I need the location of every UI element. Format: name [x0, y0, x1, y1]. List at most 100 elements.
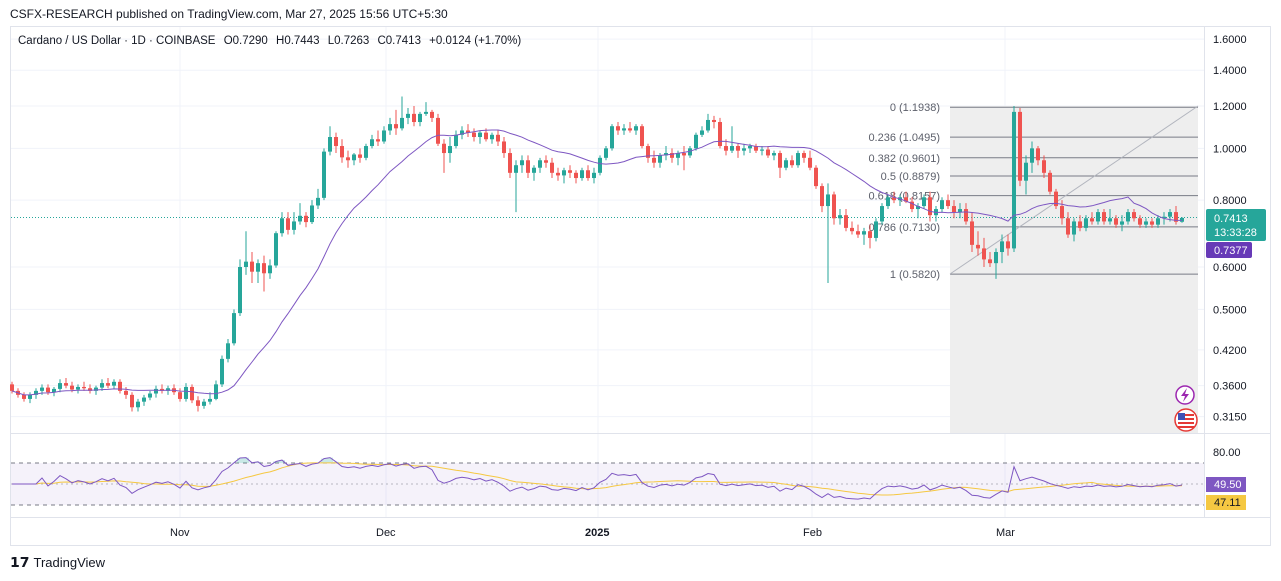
rsi-value-badge — [1206, 477, 1246, 492]
price-tick-label: 1.4000 — [1213, 65, 1247, 77]
candle-body — [310, 205, 314, 223]
candle-body — [496, 134, 500, 142]
candle-body — [610, 126, 614, 149]
candle-body — [358, 154, 362, 158]
chart-frame — [10, 26, 1271, 546]
candle-body — [520, 160, 524, 166]
symbol-info: Cardano / US Dollar · 1D · COINBASE O0.7… — [18, 35, 526, 47]
candle-body — [724, 146, 728, 151]
candle-body — [526, 160, 530, 173]
price-tick-label: 0.4200 — [1213, 345, 1247, 357]
candle-body — [82, 386, 86, 389]
candle-body — [244, 261, 248, 267]
candle-body — [490, 134, 494, 140]
candle-body — [550, 162, 554, 173]
price-axis[interactable]: 1.6000 1.4000 1.2000 1.0000 0.8000 0.6000 0.50… — [1213, 34, 1247, 423]
candle-body — [748, 146, 752, 149]
candle-body — [340, 146, 344, 158]
candle-body — [316, 197, 320, 206]
price-tick-label: 1.6000 — [1213, 34, 1247, 46]
candle-body — [232, 313, 236, 344]
candle-body — [682, 153, 686, 156]
us-flag-icon[interactable] — [1174, 408, 1198, 432]
candle-body — [892, 197, 896, 201]
fib-label: 0 (1.1938) — [890, 102, 940, 114]
candle-body — [1138, 218, 1142, 225]
candle-body — [448, 146, 452, 154]
candle-body — [844, 215, 848, 228]
candle-body — [124, 390, 128, 395]
candle-body — [70, 385, 74, 390]
candle-body — [1036, 148, 1040, 161]
candle-body — [652, 157, 656, 163]
candle-body — [1174, 212, 1178, 222]
candle-body — [802, 153, 806, 158]
candle-body — [394, 124, 398, 129]
last-price-label: 0.7413 — [1214, 213, 1248, 225]
candle-body — [718, 122, 722, 147]
candle-body — [502, 141, 506, 154]
candle-body — [154, 388, 158, 394]
x-label-dec: Dec — [376, 527, 396, 539]
candle-body — [292, 221, 296, 230]
candle-body — [334, 137, 338, 147]
candle-body — [1084, 218, 1088, 228]
candle-body — [430, 111, 434, 118]
candle-body — [88, 388, 92, 391]
candle-body — [784, 160, 788, 168]
ma-value-badge — [1206, 242, 1252, 258]
candle-body — [1012, 111, 1016, 249]
candle-body — [1060, 206, 1064, 219]
candle-body — [256, 263, 260, 272]
rsi-value-label: 49.50 — [1214, 479, 1242, 491]
candle-body — [790, 160, 794, 166]
candle-body — [160, 388, 164, 391]
candle-body — [538, 160, 542, 168]
candle-body — [622, 128, 626, 131]
candle-body — [40, 387, 44, 391]
price-tick-label: 0.6000 — [1213, 262, 1247, 274]
candle-body — [760, 149, 764, 151]
candle-body — [772, 153, 776, 156]
candle-body — [778, 153, 782, 168]
candle-body — [112, 381, 116, 386]
candle-body — [1126, 212, 1130, 222]
candle-body — [532, 167, 536, 173]
candle-body — [556, 172, 560, 176]
ohlc-close: C0.7413 — [377, 35, 421, 47]
ohlc-low: L0.7263 — [327, 35, 370, 47]
candle-body — [754, 146, 758, 151]
candle-body — [1114, 218, 1118, 225]
candle-body — [118, 381, 122, 391]
candle-body — [322, 151, 326, 198]
candle-body — [706, 119, 710, 131]
lightning-icon[interactable] — [1175, 385, 1195, 405]
candle-body — [424, 111, 428, 114]
candle-body — [514, 165, 518, 173]
candle-body — [364, 146, 368, 158]
candle-body — [904, 197, 908, 202]
candle-body — [742, 148, 746, 151]
candle-body — [1072, 221, 1076, 235]
candle-body — [796, 153, 800, 166]
candle-body — [1024, 162, 1028, 181]
price-tick-label: 0.8000 — [1213, 195, 1247, 207]
price-tick-label: 1.2000 — [1213, 101, 1247, 113]
x-label-2025: 2025 — [585, 527, 609, 539]
candle-body — [274, 233, 278, 266]
candle-body — [700, 130, 704, 135]
candle-body — [34, 390, 38, 395]
candle-body — [910, 201, 914, 210]
footer-brand[interactable]: 𝟭𝟳 TradingView — [10, 554, 105, 571]
candle-body — [670, 153, 674, 158]
candle-body — [436, 117, 440, 144]
ohlc-change: +0.0124 (+1.70%) — [429, 35, 522, 47]
candle-body — [1018, 111, 1022, 181]
candle-body — [736, 146, 740, 151]
candle-body — [1144, 221, 1148, 225]
candle-body — [640, 126, 644, 147]
tradingview-logo-icon: 𝟭𝟳 — [10, 554, 30, 570]
candle-body — [214, 384, 218, 399]
candle-body — [298, 215, 302, 222]
